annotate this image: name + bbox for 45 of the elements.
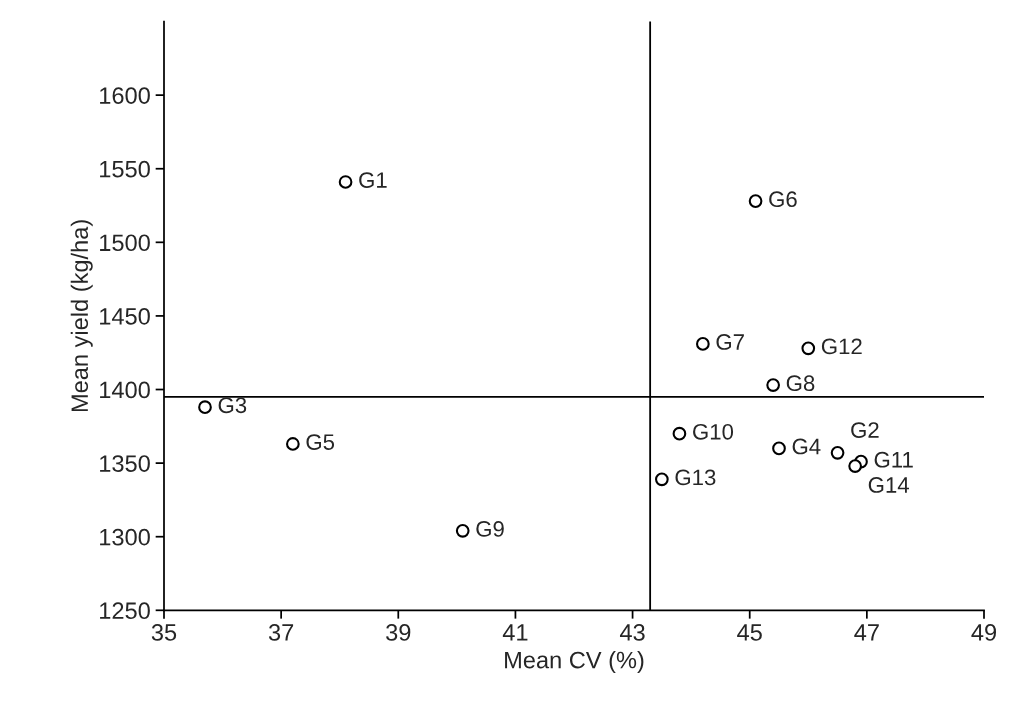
annotation: G10 [693, 423, 734, 440]
point [830, 445, 845, 460]
point [801, 341, 816, 356]
y-tick-label: 1300 [100, 528, 150, 546]
point [655, 472, 669, 487]
y-axis-title: Mean yield (kg/ha) [70, 220, 93, 412]
x-tick-label: 49 [971, 624, 997, 641]
annotation: G14 [868, 477, 909, 493]
x-tick-label: 37 [268, 624, 294, 641]
y-tick-label: 1500 [100, 234, 150, 252]
y-tick-label: 1550 [100, 160, 150, 178]
x-tick-label: 39 [386, 624, 411, 641]
annotation: G4 [792, 438, 821, 455]
annotation: G9 [476, 521, 504, 537]
annotation: G3 [218, 397, 247, 414]
x-tick-label: 43 [619, 624, 645, 641]
x-tick-label: 45 [737, 624, 762, 641]
annotation: G1 [359, 172, 387, 188]
point [766, 378, 780, 392]
annotation: G5 [306, 434, 335, 450]
y-tick-label: 1600 [100, 87, 150, 104]
point [772, 441, 786, 456]
annotation: G6 [769, 191, 797, 208]
x-axis-title: Mean CV (%) [505, 651, 644, 674]
x-tick-label: 35 [151, 624, 177, 641]
point [672, 426, 687, 441]
point [696, 337, 710, 351]
point [848, 459, 862, 473]
y-tick-label: 1400 [100, 381, 150, 399]
annotation: G13 [675, 469, 716, 486]
annotation: G11 [874, 451, 913, 468]
annotation: G7 [716, 334, 744, 350]
annotation: G2 [851, 422, 879, 438]
x-tick-label: 47 [854, 624, 879, 641]
y-tick-label: 1250 [100, 602, 150, 620]
point [455, 523, 470, 538]
annotation: G12 [821, 338, 862, 355]
annotation: G8 [786, 375, 815, 392]
point [748, 194, 763, 208]
point [198, 400, 212, 415]
y-tick-label: 1450 [100, 307, 150, 325]
x-tick-label: 41 [502, 624, 528, 641]
y-tick-label: 1350 [100, 455, 150, 472]
point [338, 175, 353, 189]
point [286, 437, 300, 451]
